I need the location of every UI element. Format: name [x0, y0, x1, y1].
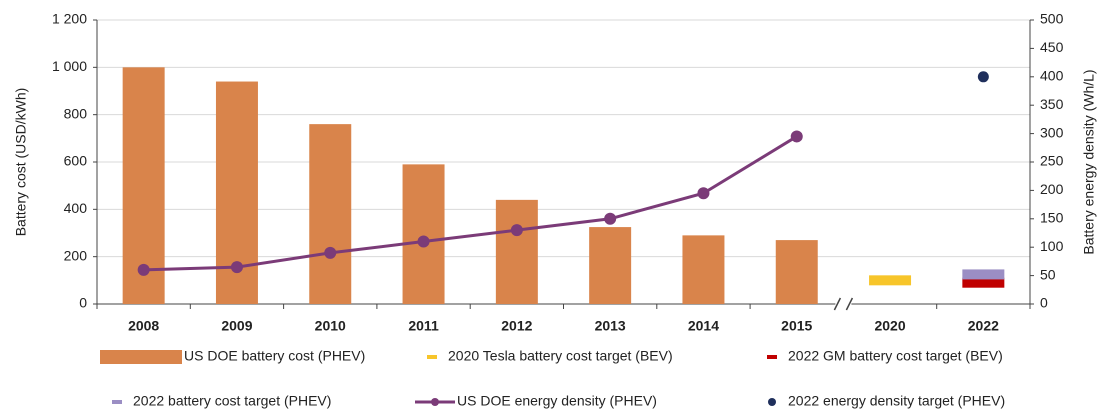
legend-swatch [768, 398, 776, 406]
y-tick-label: 800 [64, 105, 88, 121]
x-tick-label: 2020 [874, 318, 905, 334]
legend-label: US DOE energy density (PHEV) [457, 393, 657, 409]
legend-swatch [112, 400, 122, 404]
bar [495, 199, 538, 304]
line [143, 135, 798, 272]
x-tick-label: 2011 [408, 318, 439, 334]
y2-tick-label: 500 [1040, 11, 1064, 27]
x-tick-label: 2015 [781, 318, 812, 334]
line-marker [137, 263, 150, 276]
y2-tick-label: 200 [1040, 181, 1064, 197]
legend-label: 2022 battery cost target (PHEV) [133, 393, 331, 409]
bar [309, 124, 352, 304]
line-marker [230, 261, 243, 274]
x-tick-label: 2009 [221, 318, 252, 334]
legend-swatch [767, 355, 777, 359]
x-tick-label: 2014 [688, 318, 719, 334]
legend-label: 2022 energy density target (PHEV) [788, 393, 1005, 409]
target-dash [962, 277, 1005, 288]
legend-label: 2020 Tesla battery cost target (BEV) [448, 348, 673, 364]
y2-tick-label: 150 [1040, 210, 1064, 226]
y2-tick-label: 300 [1040, 124, 1064, 140]
bar [402, 164, 445, 304]
y2-tick-label: 450 [1040, 39, 1064, 55]
y2-tick-label: 0 [1040, 295, 1048, 311]
line-marker [697, 187, 710, 200]
y2-axis-title: Battery energy density (Wh/L) [1081, 69, 1097, 254]
target-dot [977, 71, 989, 83]
legend-label: 2022 GM battery cost target (BEV) [788, 348, 1003, 364]
y2-tick-label: 400 [1040, 68, 1064, 84]
y-tick-label: 600 [64, 153, 88, 169]
y-tick-label: 1 000 [52, 58, 87, 74]
legend-swatch [431, 398, 439, 406]
y2-tick-label: 350 [1040, 96, 1064, 112]
bar [682, 235, 725, 304]
x-tick-label: 2012 [501, 318, 532, 334]
y2-tick-label: 100 [1040, 238, 1064, 254]
y-tick-label: 400 [64, 200, 88, 216]
line-marker [324, 246, 337, 259]
y-tick-label: 1 200 [52, 11, 87, 27]
axis-break [833, 297, 842, 311]
y-axis-title: Battery cost (USD/kWh) [13, 88, 29, 237]
line-marker [417, 235, 430, 248]
y-tick-label: 0 [79, 295, 87, 311]
x-tick-label: 2022 [968, 318, 999, 334]
y-tick-label: 200 [64, 247, 88, 263]
legend-swatch [427, 355, 437, 359]
target-dash [869, 275, 912, 286]
legend-label: US DOE battery cost (PHEV) [184, 348, 365, 364]
y2-tick-label: 250 [1040, 153, 1064, 169]
axis-break [845, 297, 854, 311]
bar [589, 227, 632, 304]
target-dash [962, 269, 1005, 280]
x-tick-label: 2008 [128, 318, 159, 334]
x-tick-label: 2013 [595, 318, 626, 334]
x-tick-label: 2010 [315, 318, 346, 334]
line-marker [790, 130, 803, 143]
y2-tick-label: 50 [1040, 266, 1056, 282]
bar [775, 240, 818, 304]
line-marker [510, 224, 523, 237]
legend-swatch [100, 350, 182, 364]
line-marker [604, 212, 617, 225]
